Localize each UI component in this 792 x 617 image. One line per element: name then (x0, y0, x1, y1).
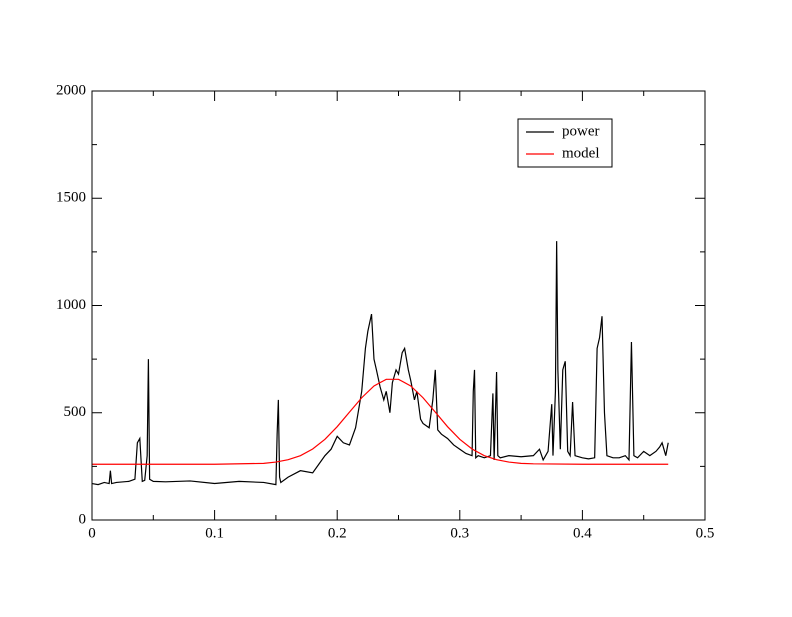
y-tick-label: 0 (79, 511, 87, 527)
series-line (91, 241, 669, 486)
x-tick-label: 0.4 (573, 525, 592, 541)
x-tick-label: 0.3 (450, 525, 469, 541)
y-tick-label: 2000 (56, 82, 86, 98)
legend-box (517, 118, 613, 168)
y-tick-label: 500 (64, 404, 87, 420)
y-tick-label: 1000 (56, 297, 86, 313)
x-tick-label: 0.1 (205, 525, 224, 541)
y-tick-label: 1500 (56, 190, 86, 206)
x-tick-label: 0.2 (328, 525, 347, 541)
x-tick-label: 0.5 (696, 525, 715, 541)
legend-label: power (562, 123, 600, 139)
series-line (92, 378, 669, 465)
legend-label: model (562, 145, 600, 161)
x-tick-label: 0 (88, 525, 96, 541)
